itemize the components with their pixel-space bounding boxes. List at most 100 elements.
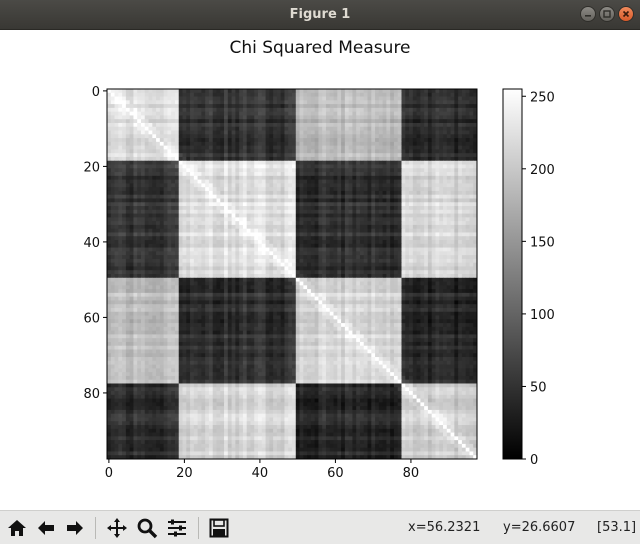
- heatmap-cell: [107, 107, 112, 113]
- heatmap-cell: [129, 172, 134, 177]
- heatmap-cell: [450, 266, 455, 271]
- heatmap-cell: [171, 119, 176, 124]
- heatmap-cell: [190, 104, 195, 109]
- heatmap-cell: [427, 213, 433, 218]
- heatmap-cell: [386, 156, 391, 162]
- heatmap-cell: [292, 141, 297, 147]
- heatmap-cell: [363, 240, 368, 245]
- heatmap-cell: [401, 168, 406, 173]
- heatmap-cell: [314, 255, 319, 260]
- heatmap-cell: [333, 179, 338, 184]
- heatmap-cell: [473, 236, 478, 241]
- heatmap-cell: [461, 270, 467, 275]
- heatmap-cell: [303, 172, 308, 177]
- heatmap-cell: [205, 134, 210, 139]
- heatmap-cell: [424, 209, 429, 214]
- heatmap-cell: [212, 141, 217, 147]
- heatmap-cell: [193, 198, 199, 203]
- heatmap-cell: [114, 141, 119, 147]
- heatmap-cell: [329, 236, 334, 241]
- heatmap-cell: [446, 221, 451, 226]
- heatmap-cell: [303, 179, 308, 184]
- heatmap-cell: [386, 243, 391, 248]
- heatmap-cell: [363, 213, 368, 218]
- heatmap-cell: [148, 194, 153, 199]
- heatmap-cell: [220, 183, 225, 188]
- heatmap-cell: [231, 251, 236, 256]
- heatmap-cell: [235, 232, 240, 237]
- heatmap-cell: [148, 172, 153, 177]
- heatmap-cell: [129, 160, 134, 165]
- heatmap-cell: [239, 262, 244, 267]
- heatmap-cell: [239, 160, 244, 165]
- heatmap-cell: [314, 122, 319, 128]
- heatmap-cell: [382, 89, 387, 94]
- heatmap-cell: [190, 183, 195, 188]
- heatmap-cell: [288, 243, 293, 248]
- figure-canvas[interactable]: Chi Squared Measure 0 20 40 60 80 0 20 40 60 80 …: [0, 30, 640, 510]
- heatmap-cell: [137, 224, 142, 230]
- heatmap-cell: [269, 243, 274, 248]
- heatmap-cell: [375, 209, 380, 214]
- heatmap-cell: [193, 183, 199, 188]
- minimize-button[interactable]: [580, 6, 596, 22]
- heatmap-cell: [405, 236, 410, 241]
- close-button[interactable]: [618, 6, 634, 22]
- heatmap-cell: [152, 100, 157, 105]
- heatmap-cell: [337, 175, 342, 181]
- heatmap-cell: [107, 228, 112, 233]
- window-titlebar[interactable]: Figure 1: [0, 0, 640, 30]
- heatmap-cell: [393, 247, 399, 252]
- heatmap-cell: [133, 258, 138, 264]
- heatmap-cell: [140, 236, 146, 241]
- heatmap-cell: [367, 187, 372, 192]
- heatmap-cell: [284, 262, 289, 267]
- heatmap-cell: [208, 258, 214, 264]
- heatmap-cell: [265, 126, 270, 131]
- heatmap-cell: [250, 107, 255, 113]
- heatmap-cell: [273, 247, 278, 252]
- heatmap-cell: [409, 202, 414, 207]
- heatmap-cell: [122, 209, 127, 214]
- heatmap-cell: [250, 172, 255, 177]
- heatmap-cell: [220, 190, 225, 196]
- heatmap-cell: [114, 179, 119, 184]
- maximize-button[interactable]: [599, 6, 615, 22]
- heatmap-cell: [307, 156, 312, 162]
- heatmap-cell: [186, 179, 191, 184]
- heatmap-cell: [280, 115, 285, 120]
- heatmap-cell: [258, 232, 263, 237]
- heatmap-cell: [216, 160, 221, 165]
- heatmap-cell: [288, 274, 293, 279]
- heatmap-cell: [212, 183, 217, 188]
- heatmap-cell: [205, 111, 210, 116]
- heatmap-cell: [341, 141, 346, 147]
- heatmap-cell: [288, 134, 293, 139]
- heatmap-cell: [473, 209, 478, 214]
- heatmap-cell: [280, 232, 285, 237]
- heatmap-cell: [356, 89, 361, 94]
- heatmap-cell: [292, 224, 297, 230]
- heatmap-cell: [405, 164, 410, 169]
- heatmap-cell: [110, 96, 115, 101]
- heatmap-cell: [231, 217, 236, 222]
- heatmap-cell: [382, 183, 387, 188]
- heatmap-cell: [337, 89, 342, 94]
- heatmap-cell: [224, 198, 229, 203]
- heatmap-cell: [216, 243, 221, 248]
- heatmap-cell: [201, 172, 206, 177]
- heatmap-cell: [122, 194, 127, 199]
- heatmap-cell: [163, 213, 168, 218]
- heatmap-cell: [401, 228, 406, 233]
- heatmap-cell: [212, 168, 217, 173]
- heatmap-cell: [280, 145, 285, 150]
- heatmap-cell: [152, 92, 157, 97]
- heatmap-cell: [227, 96, 232, 101]
- heatmap-cell: [412, 240, 417, 245]
- heatmap-cell: [208, 221, 214, 226]
- heatmap-cell: [133, 228, 138, 233]
- heatmap-cell: [242, 96, 248, 101]
- heatmap-cell: [427, 251, 433, 256]
- heatmap-cell: [420, 92, 425, 97]
